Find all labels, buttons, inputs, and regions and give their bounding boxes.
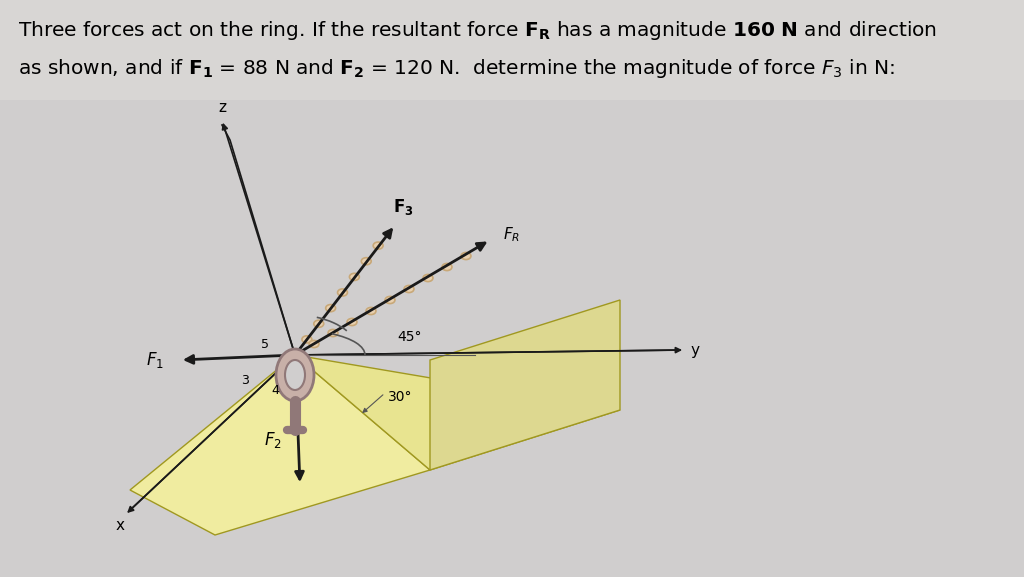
- Text: z: z: [218, 100, 226, 115]
- Ellipse shape: [423, 275, 433, 282]
- Text: $F_1$: $F_1$: [146, 350, 164, 370]
- Text: 3: 3: [241, 373, 249, 387]
- Ellipse shape: [442, 264, 452, 271]
- Polygon shape: [430, 300, 620, 470]
- Ellipse shape: [338, 289, 347, 296]
- Ellipse shape: [328, 329, 338, 336]
- Text: 45°: 45°: [397, 330, 422, 344]
- Text: 5: 5: [261, 339, 269, 351]
- Text: Three forces act on the ring. If the resultant force $\mathbf{F_R}$ has a magnit: Three forces act on the ring. If the res…: [18, 18, 937, 42]
- Polygon shape: [0, 0, 1024, 100]
- Ellipse shape: [385, 297, 395, 304]
- Ellipse shape: [326, 305, 336, 312]
- Ellipse shape: [285, 360, 305, 390]
- Text: 4: 4: [271, 384, 279, 396]
- Ellipse shape: [309, 340, 318, 347]
- Ellipse shape: [373, 242, 383, 249]
- Text: y: y: [690, 343, 699, 358]
- Ellipse shape: [276, 349, 314, 401]
- Ellipse shape: [313, 320, 324, 327]
- Ellipse shape: [404, 286, 414, 293]
- Text: $F_R$: $F_R$: [503, 226, 520, 244]
- Text: x: x: [116, 518, 125, 533]
- Text: as shown, and if $\mathbf{F_1}$ = 88 N and $\mathbf{F_2}$ = 120 N.  determine th: as shown, and if $\mathbf{F_1}$ = 88 N a…: [18, 57, 895, 80]
- Ellipse shape: [347, 319, 357, 325]
- Ellipse shape: [461, 252, 471, 260]
- Polygon shape: [295, 355, 620, 470]
- Text: $F_2$: $F_2$: [264, 430, 282, 450]
- Ellipse shape: [349, 273, 359, 280]
- Ellipse shape: [302, 336, 312, 343]
- Ellipse shape: [366, 308, 376, 314]
- Text: 30°: 30°: [388, 390, 413, 404]
- Ellipse shape: [361, 258, 371, 265]
- Polygon shape: [130, 355, 430, 535]
- Text: $\mathbf{F_3}$: $\mathbf{F_3}$: [392, 197, 414, 217]
